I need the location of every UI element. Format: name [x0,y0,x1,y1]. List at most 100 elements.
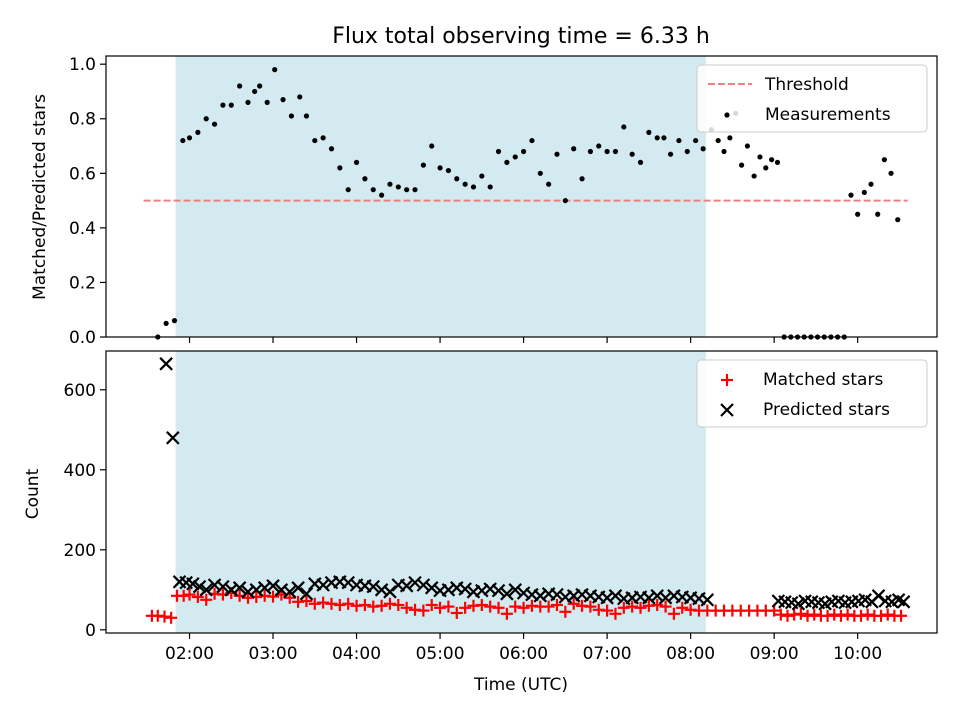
predicted-star-marker-b [249,583,264,597]
measurement-point [495,148,502,155]
measurement-point [345,187,351,193]
matched-star-marker [317,596,330,609]
predicted-star-marker-b [491,583,506,598]
predicted-star-marker-b [216,579,230,594]
measurement-point [504,159,510,165]
measurement-point [337,165,343,171]
matched-star-marker [567,597,580,610]
measurement-point [700,146,706,152]
measurement-point [529,137,535,144]
matched-star-marker [601,604,614,617]
bottom-y-ticks: 0 200 400 600 [64,381,106,641]
bottom-legend: Matched stars Predicted stars [696,359,928,428]
legend-matched-label: Matched stars [763,370,883,390]
measurement-point [546,181,552,187]
predicted-star-marker [232,581,247,595]
predicted-star-marker [508,583,523,597]
predicted-star-marker [650,589,664,603]
measurement-point [757,154,763,160]
predicted-star-marker [416,578,431,592]
predicted-star-marker-b [804,595,819,609]
matched-star-marker [417,604,430,617]
y-tick-label: 400 [64,461,96,481]
matched-star-marker [584,600,597,613]
predicted-star-marker-b [374,583,389,597]
measurement-point [848,192,854,198]
legend-predicted-swatch [720,403,734,417]
measurement-point [562,197,568,204]
top-y-ticks: 0.0 0.2 0.4 0.6 0.8 1.0 [69,55,106,348]
predicted-star-marker-b [224,583,239,597]
matched-star-marker [484,600,497,613]
predicted-stars-series [159,357,911,611]
predicted-star-marker [374,583,389,597]
predicted-star-marker-b [291,581,305,595]
matched-star-marker [383,597,396,610]
measurement-point [288,113,295,119]
predicted-star-marker [896,595,911,609]
predicted-star-marker-b [274,583,289,597]
measurement-point [353,159,360,165]
predicted-star-marker-b [831,594,846,608]
bottom-y-axis-label: Count [23,468,43,519]
measurement-point [895,217,901,223]
predicted-star-marker [274,583,289,597]
top-y-axis-label: Matched/Predicted stars [30,94,50,300]
measurement-point [881,157,887,163]
predicted-star-marker-b [891,593,906,607]
y-tick-label: 600 [64,381,96,401]
top-observing-window [175,56,706,337]
y-tick-label: 0.8 [69,110,96,130]
predicted-star-marker [424,581,439,595]
measurement-point [751,173,757,179]
matched-star-marker [875,609,888,622]
predicted-star-marker-b [159,357,173,371]
measurement-point [554,151,560,157]
matched-star-marker [881,608,894,621]
predicted-star-marker-b [257,581,272,595]
predicted-star-marker-b [366,579,381,594]
predicted-star-marker [458,582,472,596]
predicted-star-marker [533,589,548,603]
legend-predicted-label: Predicted stars [763,400,890,420]
measurement-point [420,162,426,168]
predicted-star-marker-b [299,587,314,601]
x-tick-label: 09:00 [750,644,799,664]
predicted-star-marker [224,583,239,597]
measurement-point [379,192,385,198]
predicted-star-marker [282,585,297,599]
matched-star-marker [895,609,908,622]
predicted-star-marker-b [508,583,523,597]
measurement-point [587,148,594,155]
measurement-point [272,67,278,73]
measurement-point [320,135,326,141]
y-tick-label: 0 [85,621,96,641]
bottom-panel: 0 200 400 600 02:00 03:00 04:00 05:00 06:00 07:0… [23,350,938,695]
matched-star-marker [676,601,689,614]
measurement-point [264,99,270,105]
x-tick-label: 03:00 [249,644,298,664]
measurement-point [868,181,874,187]
legend-measurements-swatch [724,112,730,118]
predicted-star-marker-b [642,591,656,605]
matched-star-marker [165,611,178,624]
measurement-point [195,129,201,135]
measurement-point [387,181,393,187]
measurement-point [579,176,585,182]
matched-star-marker [325,597,338,610]
predicted-star-marker-b [186,577,200,591]
measurement-point [715,137,721,144]
matched-star-marker [617,601,630,614]
matched-star-marker [550,599,563,611]
predicted-star-marker-b [316,578,330,592]
predicted-star-marker-b [399,579,414,593]
top-x-ticks [188,337,859,343]
measurement-point [303,113,310,119]
predicted-star-marker-b [232,581,247,595]
measurement-point [637,159,644,165]
measurement-point [395,184,401,190]
measurement-point [280,97,286,103]
measurement-point [437,165,443,171]
matched-star-marker [801,609,814,622]
